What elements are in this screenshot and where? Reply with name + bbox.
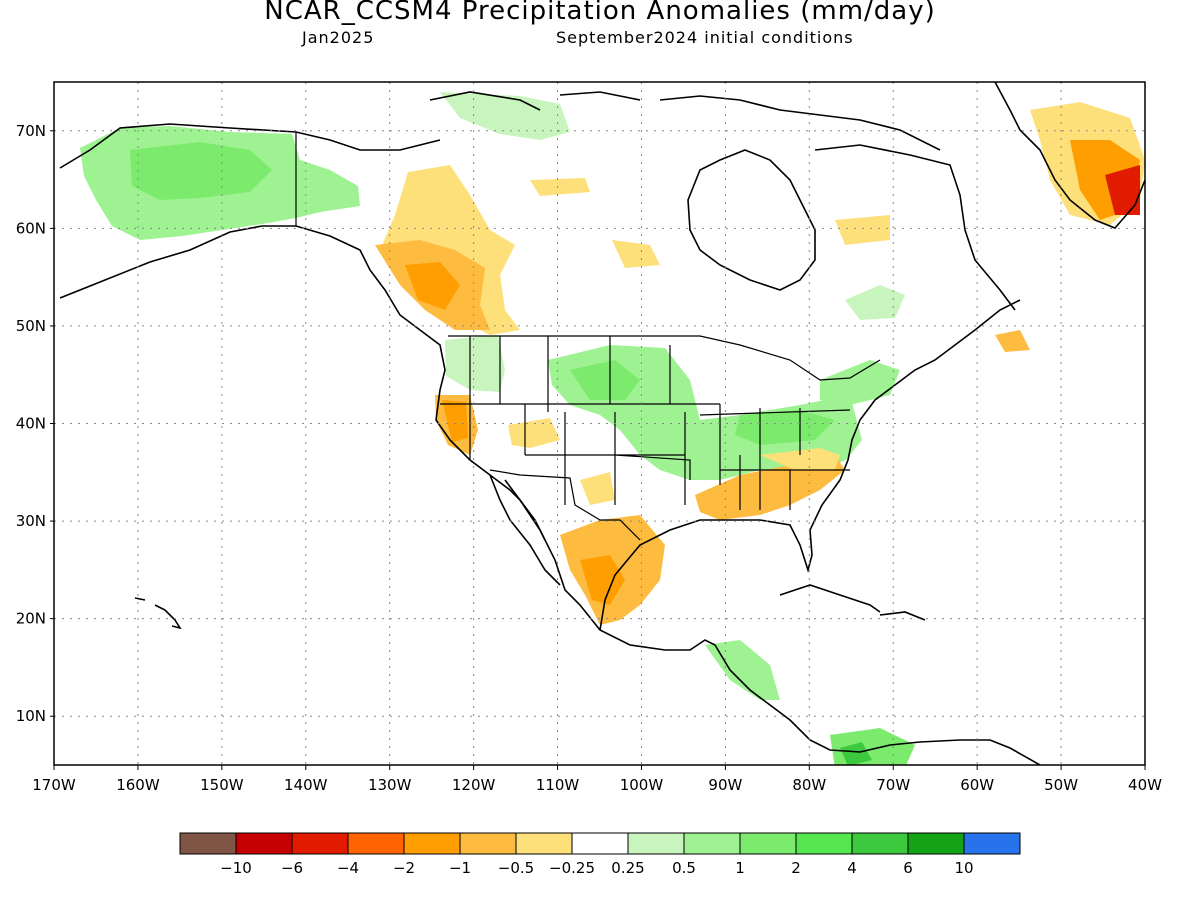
mexico-dry-core — [580, 555, 625, 605]
pacific-nw-wet-region — [445, 335, 505, 392]
colorbar-label: 2 — [791, 859, 801, 877]
latitude-labels: 70N 60N 50N 40N 30N 20N 10N — [16, 122, 54, 725]
latitude-tick-label: 50N — [16, 317, 46, 335]
gulf-coast — [599, 299, 1021, 631]
colorbar-swatch — [459, 832, 517, 855]
colorbar-swatch — [963, 832, 1021, 855]
state-lines — [440, 336, 851, 510]
colorbar-swatch — [683, 832, 741, 855]
colombia-wet-core — [840, 742, 872, 765]
longitude-tick-label: 100W — [620, 776, 664, 794]
initial-conditions: September2024 initial conditions — [556, 28, 854, 47]
longitude-tick-label: 70W — [876, 776, 910, 794]
dry-shading — [375, 102, 1145, 625]
map-area — [54, 82, 1145, 765]
longitude-tick-label: 170W — [32, 776, 76, 794]
gridlines — [54, 82, 1145, 765]
northeast-wet-region — [820, 360, 900, 405]
southeast-dry-region — [695, 455, 845, 520]
colorbar-label: 10 — [954, 859, 973, 877]
latitude-tick-label: 40N — [16, 415, 46, 433]
hawaii-islands — [134, 597, 182, 630]
latitude-tick-label: 70N — [16, 122, 46, 140]
greenland-dry-center — [1105, 165, 1140, 215]
southeast-dry-light — [760, 448, 840, 470]
nunavut-dry-region — [530, 178, 590, 196]
colorbar-label: −0.25 — [549, 859, 595, 877]
political-boundaries — [295, 132, 881, 541]
longitude-tick-label: 140W — [284, 776, 328, 794]
latitude-tick-label: 20N — [16, 610, 46, 628]
quebec-wet-region — [845, 285, 905, 320]
colorbar-label: −10 — [220, 859, 252, 877]
gulf-dry-region — [580, 472, 615, 505]
colorbar-swatch — [571, 832, 629, 855]
colorbar-label: 0.5 — [672, 859, 696, 877]
latitude-tick-label: 30N — [16, 512, 46, 530]
longitude-tick-label: 160W — [116, 776, 160, 794]
colorbar-swatch — [347, 832, 405, 855]
longitude-tick-label: 150W — [200, 776, 244, 794]
bc-dry-center — [405, 262, 460, 310]
us-mexico-border — [489, 469, 641, 541]
labrador-dry-region — [995, 330, 1030, 352]
colorbar-label: −6 — [281, 859, 303, 877]
hudson-bay-coast — [687, 149, 816, 291]
colorbar-swatch — [739, 832, 797, 855]
map-title: NCAR_CCSM4 Precipitation Anomalies (mm/d… — [264, 0, 936, 26]
california-dry-core — [442, 400, 468, 442]
colorbar-swatch — [515, 832, 573, 855]
longitude-tick-label: 60W — [960, 776, 994, 794]
colorbar-label: −0.5 — [498, 859, 534, 877]
colorbar-swatch — [291, 832, 349, 855]
plains-wet-core — [570, 360, 640, 400]
longitude-labels: 170W 160W 150W 140W 130W 120W 110W 100W 90W 80W 70… — [32, 765, 1162, 794]
longitude-tick-label: 110W — [536, 776, 580, 794]
longitude-tick-label: 50W — [1044, 776, 1078, 794]
longitude-tick-label: 40W — [1128, 776, 1162, 794]
southwest-dry-region — [508, 418, 560, 448]
greenland-coast — [994, 82, 1145, 229]
colorbar-swatch — [851, 832, 909, 855]
colorbar-label: −4 — [337, 859, 359, 877]
colorbar-label: −1 — [449, 859, 471, 877]
longitude-tick-label: 90W — [708, 776, 742, 794]
hudson-dry-region — [835, 215, 890, 245]
colorbar-label: 0.25 — [611, 859, 644, 877]
colorbar-label: 6 — [903, 859, 913, 877]
arctic-dry-region — [612, 240, 660, 268]
hispaniola-coast — [879, 611, 926, 621]
labrador-coast — [814, 144, 1016, 311]
alaska-north-coast — [59, 123, 441, 169]
latitude-tick-label: 60N — [16, 219, 46, 237]
central-america-wet-region — [705, 640, 780, 700]
colorbar-swatch — [907, 832, 965, 855]
baja-coast — [489, 474, 561, 586]
colorbar-swatch — [795, 832, 853, 855]
colorbar-label: 1 — [735, 859, 745, 877]
colorbar-label: 4 — [847, 859, 857, 877]
alaska-wet-core — [130, 142, 272, 200]
colorbar-swatch — [627, 832, 685, 855]
colorbar-label: −2 — [393, 859, 415, 877]
longitude-tick-label: 120W — [452, 776, 496, 794]
colorbar-swatch — [235, 832, 293, 855]
arctic-islands — [429, 91, 941, 151]
cuba-coast — [779, 584, 881, 613]
longitude-tick-label: 80W — [792, 776, 826, 794]
coastlines — [59, 82, 1145, 765]
forecast-month: Jan2025 — [302, 28, 375, 47]
arctic-wet-region — [440, 92, 570, 140]
anomaly-shading — [80, 92, 915, 765]
latitude-tick-label: 10N — [16, 707, 46, 725]
us-canada-border — [448, 335, 881, 381]
colorbar-swatch — [403, 832, 461, 855]
longitude-tick-label: 130W — [368, 776, 412, 794]
colorbar-swatch — [179, 832, 237, 855]
colorbar: −10 −6 −4 −2 −1 −0.5 −0.25 0.25 0.5 1 2 4 6 10 — [179, 832, 1021, 877]
